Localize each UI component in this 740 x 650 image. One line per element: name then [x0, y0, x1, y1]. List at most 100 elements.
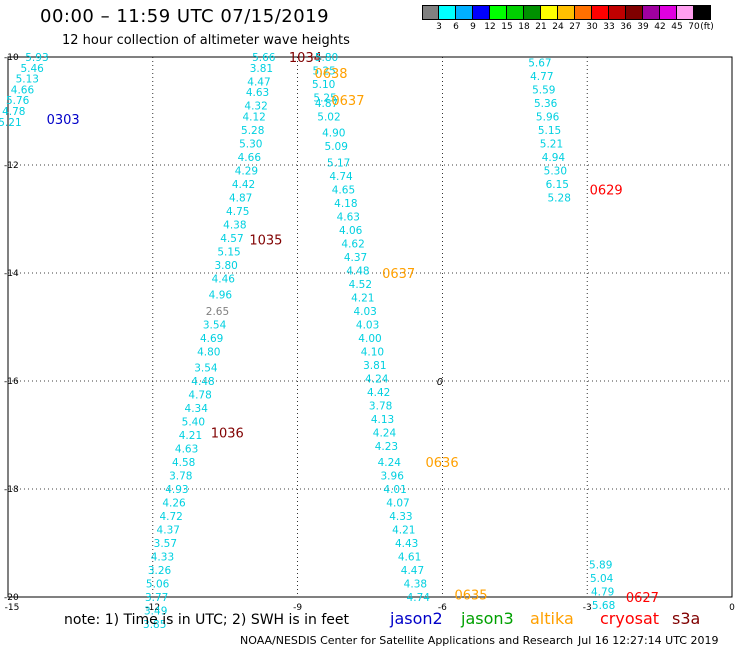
pass-time-label: 0638	[314, 67, 347, 82]
wave-height-value: 4.42	[367, 387, 390, 399]
legend-label: 30	[586, 22, 598, 32]
legend-swatch	[507, 5, 524, 20]
wave-height-value: 4.96	[209, 290, 233, 302]
wave-height-value: 3.85	[143, 619, 166, 631]
wave-height-value: 4.46	[212, 273, 236, 285]
y-tick-label: -14	[4, 269, 19, 279]
legend-label: 12	[484, 22, 496, 32]
wave-height-value: 5.30	[239, 138, 262, 150]
wave-height-value: 4.47	[401, 565, 424, 577]
legend-swatch	[422, 5, 439, 20]
wave-height-value: 4.03	[353, 306, 376, 318]
wave-height-value: 4.65	[332, 184, 355, 196]
wave-height-value: 4.48	[191, 376, 214, 388]
wave-height-value: 3.49	[144, 606, 167, 618]
wave-height-value: 3.80	[214, 260, 237, 272]
wave-height-value: 5.66	[252, 52, 276, 64]
wave-height-value: 5.28	[548, 192, 571, 204]
wave-height-value: 3.96	[381, 471, 405, 483]
wave-height-value: 5.21	[540, 138, 563, 150]
legend-label: 21	[535, 22, 547, 32]
wave-height-value: 4.63	[246, 87, 269, 99]
wave-height-value: 5.89	[589, 560, 612, 572]
legend-swatch	[575, 5, 592, 20]
wave-height-value: 6.15	[546, 179, 569, 191]
wave-height-value: 4.63	[175, 444, 198, 456]
legend-swatch	[609, 5, 626, 20]
wave-height-value: 4.34	[185, 403, 209, 415]
pass-time-label: 0637	[382, 267, 415, 282]
pass-time-label: 1034	[289, 51, 322, 66]
legend-swatch	[677, 5, 694, 20]
satellite-legend-item: s3a	[672, 609, 701, 628]
wave-height-value: 4.78	[2, 106, 25, 118]
wave-height-value: 5.46	[20, 63, 44, 75]
wave-height-value: 5.13	[16, 74, 39, 86]
pass-time-label: 0303	[47, 113, 80, 128]
wave-height-value: 4.24	[378, 457, 402, 469]
wave-height-value: 4.63	[337, 211, 360, 223]
wave-height-value: 4.26	[162, 498, 186, 510]
legend-swatch	[524, 5, 541, 20]
wave-height-value: 3.81	[250, 63, 273, 75]
wave-height-value: 5.15	[538, 125, 561, 137]
satellite-legend-item: jason3	[461, 609, 514, 628]
wave-height-value: 3.57	[154, 538, 177, 550]
legend-label: 3	[436, 22, 442, 32]
wave-height-value: 3.26	[148, 565, 172, 577]
wave-height-value: 3.54	[194, 363, 218, 375]
wave-height-value: 4.13	[371, 414, 394, 426]
wave-height-value: 4.61	[398, 552, 421, 564]
wave-height-value: 3.78	[369, 400, 392, 412]
wave-height-value: 5.68	[592, 600, 615, 612]
wave-height-value: 4.80	[197, 346, 220, 358]
wave-height-value: 5.76	[6, 95, 30, 107]
legend-swatch	[558, 5, 575, 20]
legend-swatch	[490, 5, 507, 20]
wave-height-value: 4.42	[232, 179, 255, 191]
x-tick-label: -12	[145, 603, 160, 613]
legend-label: 15	[501, 22, 513, 32]
wave-height-value: 4.33	[389, 511, 412, 523]
wave-height-value: 4.62	[341, 238, 364, 250]
x-tick-label: -6	[438, 603, 447, 613]
wave-height-value: 5.10	[312, 79, 335, 91]
wave-height-value: 4.72	[159, 511, 182, 523]
wave-height-value: 4.43	[395, 538, 418, 550]
wave-height-value: 5.28	[241, 125, 264, 137]
wave-height-value: 4.69	[200, 333, 223, 345]
legend-label: 6	[453, 22, 459, 32]
map-title: 00:00 – 11:59 UTC 07/15/2019	[40, 6, 330, 27]
wave-height-value: 4.03	[356, 319, 379, 331]
wave-height-value: 4.29	[235, 165, 258, 177]
legend-swatch	[439, 5, 456, 20]
wave-height-value: 4.38	[404, 579, 427, 591]
satellite-legend-item: jason2	[390, 609, 443, 628]
legend-swatch	[473, 5, 490, 20]
wave-height-value: 4.38	[223, 219, 246, 231]
y-tick-label: -16	[4, 377, 19, 387]
pass-time-label: 0635	[454, 588, 487, 603]
wave-height-value: 4.21	[179, 430, 202, 442]
wave-height-value: 4.21	[392, 525, 415, 537]
satellite-legend-item: cryosat	[600, 609, 660, 628]
wave-height-value: 5.36	[534, 98, 558, 110]
legend-swatch	[592, 5, 609, 20]
pass-time-label: 0637	[331, 94, 364, 109]
wave-height-value: 4.79	[591, 587, 614, 599]
wave-height-value: 4.78	[188, 390, 211, 402]
wave-height-value: 5.80	[315, 52, 338, 64]
y-tick-label: -12	[4, 161, 19, 171]
pass-time-label: 1036	[211, 426, 244, 441]
wave-height-value: 4.18	[334, 198, 357, 210]
legend-swatch	[643, 5, 660, 20]
wave-height-value: 4.21	[351, 292, 374, 304]
wave-height-value: 4.07	[386, 498, 409, 510]
x-tick-label: -3	[583, 603, 592, 613]
units-note: note: 1) Time is in UTC; 2) SWH is in fe…	[64, 612, 350, 628]
legend-label: (ft)	[700, 22, 714, 32]
wave-height-value: 4.37	[157, 525, 180, 537]
map-subtitle: 12 hour collection of altimeter wave hei…	[62, 33, 350, 48]
satellite-legend-item: altika	[530, 609, 574, 628]
wave-height-value: 4.74	[329, 171, 353, 183]
